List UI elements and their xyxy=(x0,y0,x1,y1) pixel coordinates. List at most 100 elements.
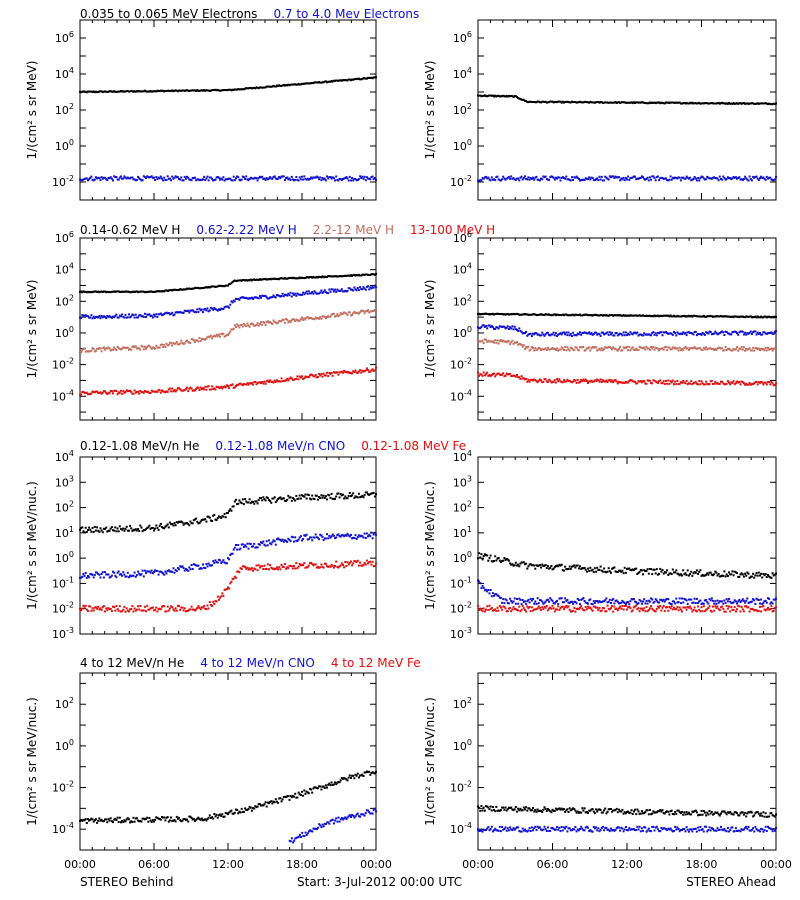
data-point xyxy=(592,380,595,383)
data-point xyxy=(357,77,360,80)
data-point xyxy=(115,576,118,579)
data-point xyxy=(236,279,239,282)
data-point xyxy=(714,348,717,350)
data-point xyxy=(599,565,602,568)
data-point xyxy=(124,346,127,349)
data-point xyxy=(94,349,97,352)
data-point xyxy=(311,177,314,180)
data-point xyxy=(345,534,348,537)
data-point xyxy=(722,175,725,178)
data-point xyxy=(708,315,711,318)
data-point xyxy=(481,374,484,377)
data-point xyxy=(585,602,588,604)
data-point xyxy=(98,90,101,93)
data-point xyxy=(535,349,538,352)
data-point xyxy=(497,327,500,330)
data-point xyxy=(645,333,648,336)
data-point xyxy=(304,318,307,321)
data-point xyxy=(579,313,581,316)
data-point xyxy=(194,563,196,566)
data-point xyxy=(485,325,487,328)
data-point xyxy=(93,178,96,181)
data-point xyxy=(533,608,536,611)
data-point xyxy=(149,527,152,530)
data-point xyxy=(640,314,643,317)
data-point xyxy=(671,333,674,336)
data-point xyxy=(348,535,351,538)
data-point xyxy=(747,572,750,575)
data-point xyxy=(565,100,568,103)
data-point xyxy=(240,324,243,326)
data-point xyxy=(255,564,258,567)
data-point xyxy=(556,599,559,602)
data-point xyxy=(753,102,756,105)
data-point xyxy=(535,332,538,335)
data-point xyxy=(370,287,373,290)
data-point xyxy=(343,177,346,180)
data-point xyxy=(604,314,607,317)
data-point xyxy=(132,574,135,577)
data-point xyxy=(705,178,708,181)
data-point xyxy=(697,383,700,386)
series-black xyxy=(477,94,777,106)
data-point xyxy=(244,297,247,299)
data-point xyxy=(775,347,777,350)
data-point xyxy=(668,346,671,349)
legend-entry: 2.2-12 MeV H xyxy=(313,223,394,237)
data-point xyxy=(106,290,109,293)
data-point xyxy=(270,278,273,281)
data-point xyxy=(350,79,352,82)
data-point xyxy=(138,314,141,317)
data-point xyxy=(632,598,635,600)
data-point xyxy=(129,574,132,577)
data-point xyxy=(344,534,347,537)
data-point xyxy=(718,102,721,105)
data-point xyxy=(328,372,331,374)
data-point xyxy=(638,380,641,383)
data-point xyxy=(510,327,513,330)
data-point xyxy=(235,576,237,579)
data-point xyxy=(670,348,673,351)
data-point xyxy=(375,533,377,536)
data-point xyxy=(595,331,598,334)
data-point xyxy=(99,90,102,93)
data-point xyxy=(270,85,273,88)
data-point xyxy=(340,534,343,537)
data-point xyxy=(363,312,366,315)
data-point xyxy=(592,178,595,181)
data-point xyxy=(635,332,638,335)
data-point xyxy=(729,600,732,603)
data-point xyxy=(330,80,333,82)
data-point xyxy=(561,331,564,334)
data-point xyxy=(337,179,340,182)
data-point xyxy=(730,349,733,352)
data-point xyxy=(162,605,165,607)
data-point xyxy=(528,100,531,103)
data-point xyxy=(560,101,563,104)
data-point xyxy=(266,320,269,323)
data-point xyxy=(360,78,363,81)
data-point xyxy=(85,291,88,294)
data-point xyxy=(353,310,356,313)
data-point xyxy=(99,527,102,530)
data-point xyxy=(730,178,733,181)
data-point xyxy=(716,315,719,318)
data-point xyxy=(258,566,261,569)
data-point xyxy=(182,89,185,92)
data-point xyxy=(375,366,377,369)
data-point xyxy=(675,334,678,337)
data-point xyxy=(536,333,539,336)
data-point xyxy=(293,378,295,381)
data-point xyxy=(163,605,166,608)
data-point xyxy=(320,317,323,320)
data-point xyxy=(487,609,490,611)
data-point xyxy=(278,278,281,281)
data-point xyxy=(593,567,596,570)
data-point xyxy=(564,597,567,600)
data-point xyxy=(624,331,627,334)
data-point xyxy=(334,79,336,82)
data-point xyxy=(178,568,180,571)
data-point xyxy=(306,177,309,180)
data-point xyxy=(351,564,354,567)
data-point xyxy=(643,177,646,180)
